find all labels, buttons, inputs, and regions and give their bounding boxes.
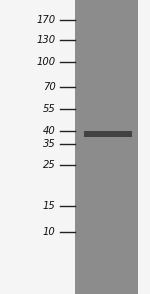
Bar bbox=[0, 0, 75, 294]
Text: 40: 40 bbox=[43, 126, 56, 136]
Bar bbox=[84, 131, 132, 137]
Text: 100: 100 bbox=[36, 57, 56, 67]
Text: 70: 70 bbox=[43, 82, 56, 92]
Text: 10: 10 bbox=[43, 227, 56, 237]
Text: 15: 15 bbox=[43, 201, 56, 211]
Text: 35: 35 bbox=[43, 139, 56, 149]
Text: 25: 25 bbox=[43, 160, 56, 170]
Text: 55: 55 bbox=[43, 104, 56, 114]
Bar bbox=[75, 0, 150, 294]
Bar bbox=[138, 0, 150, 294]
Text: 170: 170 bbox=[36, 15, 56, 25]
Text: 130: 130 bbox=[36, 35, 56, 45]
